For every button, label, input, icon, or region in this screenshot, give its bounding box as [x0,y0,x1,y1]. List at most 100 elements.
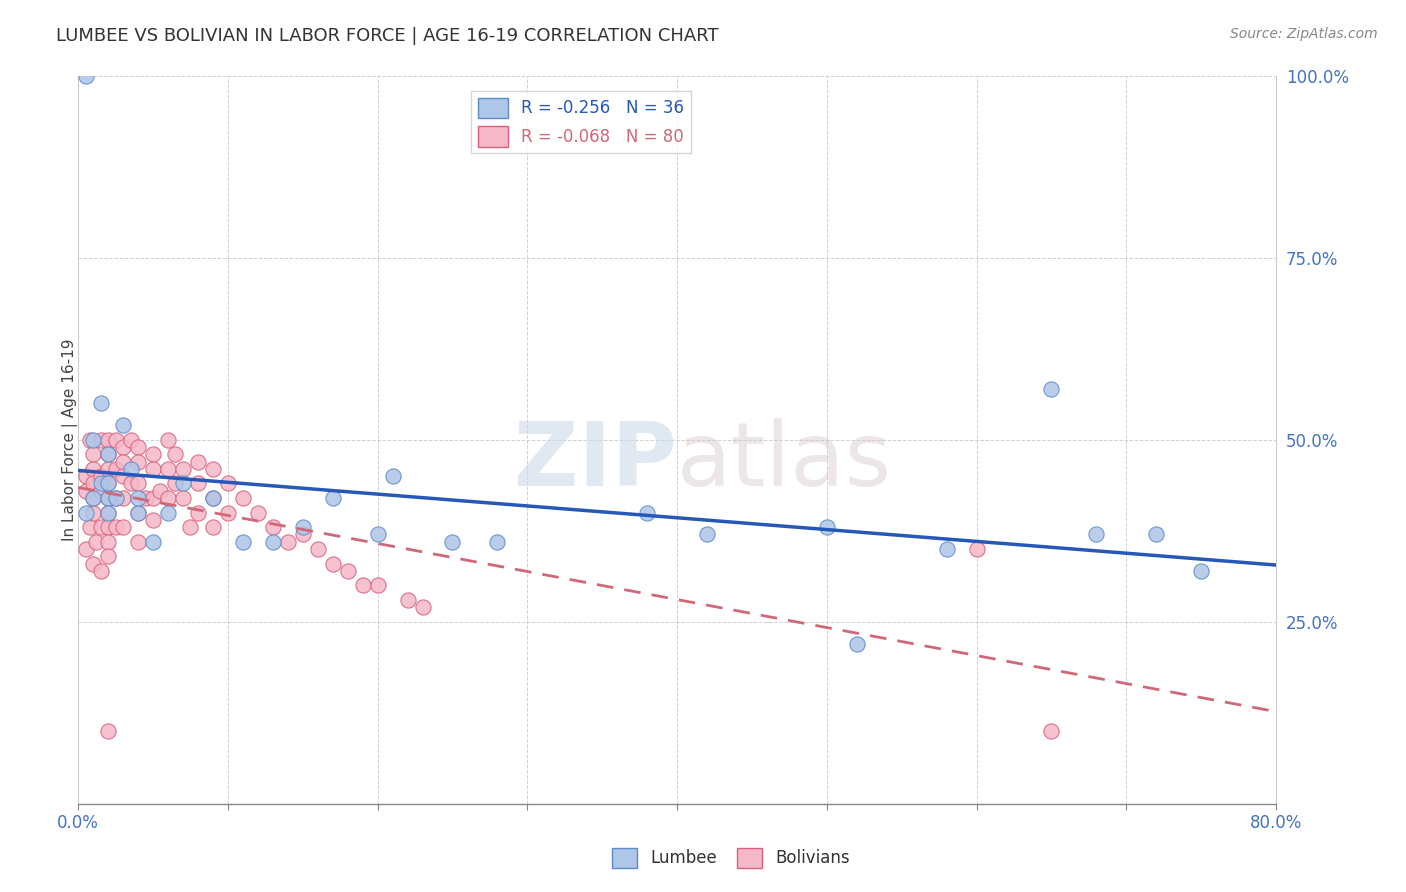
Point [97,491,120,505]
Point [262,534,284,549]
Point [112,454,135,468]
Point [262,520,284,534]
Point [179,520,201,534]
Point [441,534,464,549]
Legend: R = -0.256   N = 36, R = -0.068   N = 80: R = -0.256 N = 36, R = -0.068 N = 80 [471,91,692,153]
Point [156,462,179,476]
Point [90,564,112,578]
Point [172,491,194,505]
Point [82,506,104,520]
Point [75,483,97,498]
Point [127,506,149,520]
Point [1144,527,1167,541]
Point [82,447,104,461]
Point [845,637,868,651]
Point [127,454,149,468]
Y-axis label: In Labor Force | Age 16-19: In Labor Force | Age 16-19 [62,338,77,541]
Point [142,491,165,505]
Point [104,491,127,505]
Point [1040,724,1063,739]
Point [82,462,104,476]
Point [201,491,224,505]
Point [97,476,120,491]
Point [90,476,112,491]
Point [187,506,209,520]
Point [112,440,135,454]
Point [90,483,112,498]
Point [79,433,101,447]
Point [367,578,389,592]
Point [82,433,104,447]
Point [1189,564,1212,578]
Point [291,520,314,534]
Point [201,491,224,505]
Point [966,541,988,556]
Point [97,506,120,520]
Point [246,506,269,520]
Point [97,534,120,549]
Point [336,564,359,578]
Text: atlas: atlas [678,418,893,505]
Point [149,483,172,498]
Point [82,491,104,505]
Point [187,476,209,491]
Point [104,491,127,505]
Point [277,534,299,549]
Point [187,454,209,468]
Point [291,527,314,541]
Point [127,491,149,505]
Point [201,462,224,476]
Point [97,433,120,447]
Point [142,513,165,527]
Point [82,476,104,491]
Point [75,506,97,520]
Point [201,520,224,534]
Point [486,534,509,549]
Point [1040,382,1063,396]
Point [156,491,179,505]
Point [112,491,135,505]
Point [112,520,135,534]
Point [94,476,117,491]
Point [97,506,120,520]
Point [156,433,179,447]
Point [120,476,142,491]
Point [142,447,165,461]
Point [75,69,97,83]
Point [156,506,179,520]
Point [97,447,120,461]
Text: LUMBEE VS BOLIVIAN IN LABOR FORCE | AGE 16-19 CORRELATION CHART: LUMBEE VS BOLIVIAN IN LABOR FORCE | AGE … [56,27,718,45]
Point [322,557,344,571]
Text: ZIP: ZIP [515,418,678,505]
Point [165,447,187,461]
Point [696,527,718,541]
Point [127,476,149,491]
Point [90,469,112,483]
Point [142,462,165,476]
Point [112,418,135,433]
Point [232,491,254,505]
Point [172,476,194,491]
Point [142,534,165,549]
Point [381,469,404,483]
Point [84,534,107,549]
Point [97,724,120,739]
Point [97,462,120,476]
Point [104,462,127,476]
Point [396,593,419,607]
Point [412,600,434,615]
Point [127,534,149,549]
Point [217,506,239,520]
Point [97,549,120,564]
Point [82,557,104,571]
Point [75,541,97,556]
Point [935,541,957,556]
Point [232,534,254,549]
Point [90,396,112,410]
Legend: Lumbee, Bolivians: Lumbee, Bolivians [606,841,856,875]
Point [120,433,142,447]
Text: Source: ZipAtlas.com: Source: ZipAtlas.com [1230,27,1378,41]
Point [127,506,149,520]
Point [165,476,187,491]
Point [217,476,239,491]
